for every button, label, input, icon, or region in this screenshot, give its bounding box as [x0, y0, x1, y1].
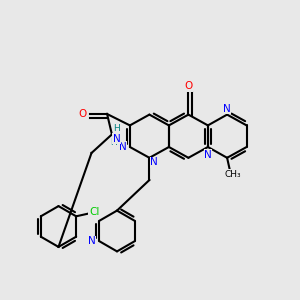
- Text: N: N: [112, 134, 120, 144]
- Text: O: O: [78, 109, 87, 119]
- Text: N: N: [88, 236, 96, 246]
- Text: N: N: [118, 142, 126, 152]
- Text: O: O: [184, 81, 193, 91]
- Text: CH₃: CH₃: [224, 170, 241, 179]
- Text: N: N: [223, 103, 231, 114]
- Text: H: H: [113, 124, 120, 134]
- Text: H: H: [110, 138, 117, 147]
- Text: N: N: [204, 149, 212, 160]
- Text: Cl: Cl: [89, 207, 99, 217]
- Text: N: N: [150, 157, 158, 167]
